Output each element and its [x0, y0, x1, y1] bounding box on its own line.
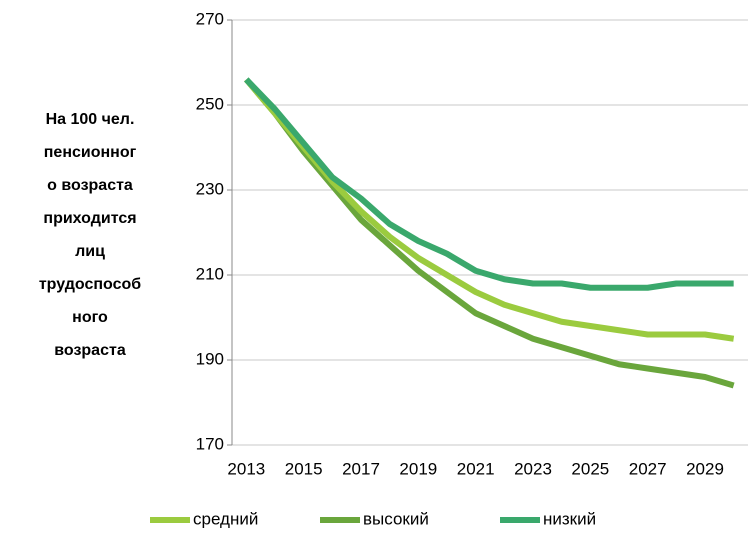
legend-label: высокий [363, 509, 429, 528]
y-axis-label: лиц [75, 243, 105, 260]
x-tick-label: 2015 [285, 459, 323, 478]
x-tick-label: 2013 [227, 459, 265, 478]
y-tick-label: 190 [196, 349, 224, 368]
y-axis-label: о возраста [47, 177, 133, 194]
y-axis-label: трудоспособ [39, 276, 141, 293]
legend-label: низкий [543, 509, 596, 528]
x-tick-label: 2021 [457, 459, 495, 478]
line [244, 77, 735, 342]
y-axis-label: возраста [54, 342, 126, 359]
y-tick-label: 250 [196, 94, 224, 113]
y-axis-label: пенсионног [44, 144, 137, 161]
x-tick-label: 2017 [342, 459, 380, 478]
x-tick-label: 2023 [514, 459, 552, 478]
legend-label: средний [193, 509, 258, 528]
x-tick-label: 2029 [686, 459, 724, 478]
y-axis-label: приходится [43, 210, 136, 227]
y-tick-label: 230 [196, 179, 224, 198]
y-tick-label: 170 [196, 434, 224, 453]
y-tick-label: 210 [196, 264, 224, 283]
line [244, 77, 734, 291]
y-axis-label: На 100 чел. [46, 111, 135, 128]
y-axis-label: ного [72, 309, 108, 326]
y-tick-label: 270 [196, 9, 224, 28]
x-tick-label: 2025 [571, 459, 609, 478]
x-tick-label: 2019 [399, 459, 437, 478]
line [244, 77, 735, 389]
x-tick-label: 2027 [629, 459, 667, 478]
